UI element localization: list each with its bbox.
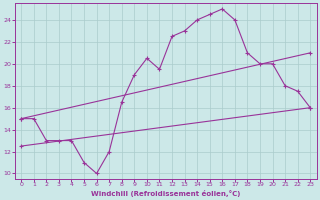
X-axis label: Windchill (Refroidissement éolien,°C): Windchill (Refroidissement éolien,°C) bbox=[91, 190, 240, 197]
